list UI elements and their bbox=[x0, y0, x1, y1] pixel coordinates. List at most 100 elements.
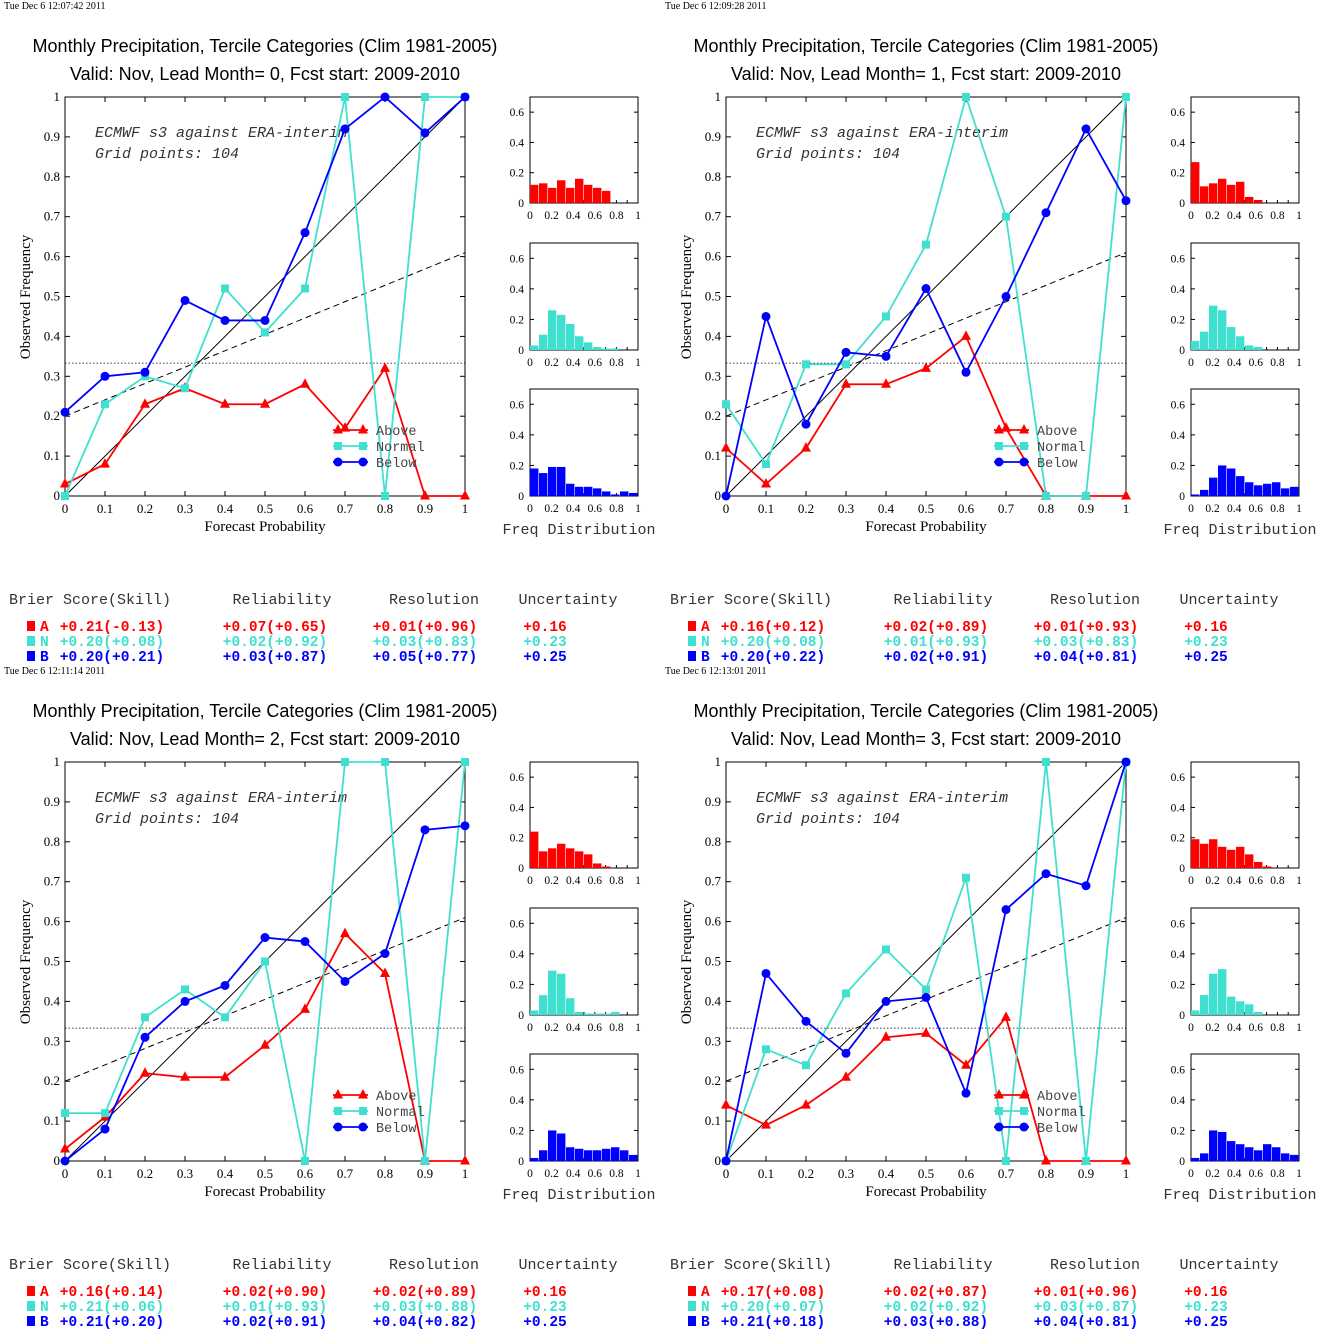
hist-y-tick-label: 0 bbox=[518, 491, 524, 503]
hist-x-tick-label: 0.2 bbox=[1205, 503, 1220, 515]
x-tick-label: 0.1 bbox=[758, 501, 774, 516]
x-tick-label: 0.6 bbox=[958, 501, 975, 516]
hist-y-tick-label: 0 bbox=[1179, 198, 1185, 210]
hist-bar-above bbox=[1227, 849, 1236, 868]
hist-y-tick-label: 0 bbox=[518, 1010, 524, 1022]
hist-bar-below bbox=[1236, 1144, 1245, 1161]
score-value: +0.02(+0.91) bbox=[223, 1315, 327, 1330]
data-point-above bbox=[721, 1099, 731, 1109]
y-tick-label: 0 bbox=[715, 488, 722, 503]
data-point-below bbox=[721, 491, 731, 501]
score-value: +0.25 bbox=[1184, 1315, 1228, 1330]
hist-y-tick-label: 0.6 bbox=[510, 1064, 525, 1076]
data-point-above bbox=[721, 442, 731, 452]
data-point-normal bbox=[882, 312, 890, 321]
hist-x-tick-label: 0.4 bbox=[1227, 357, 1242, 369]
x-axis-label: Forecast Probability bbox=[865, 519, 987, 535]
score-value: +0.25 bbox=[1184, 650, 1228, 666]
hist-bar-below bbox=[1245, 1147, 1254, 1161]
hist-bar-normal bbox=[566, 998, 575, 1015]
legend-marker-below bbox=[994, 1122, 1004, 1132]
data-point-below bbox=[180, 295, 190, 305]
hist-y-tick-label: 0.2 bbox=[510, 833, 525, 845]
x-tick-label: 0.3 bbox=[838, 501, 854, 516]
legend-marker-below bbox=[358, 1122, 368, 1132]
hist-x-tick-label: 0.8 bbox=[609, 875, 624, 887]
data-point-above bbox=[761, 478, 771, 488]
data-point-below bbox=[1081, 124, 1091, 134]
y-tick-label: 0.8 bbox=[705, 169, 721, 184]
legend-marker-normal bbox=[359, 442, 367, 450]
hist-bar-normal bbox=[602, 1013, 611, 1015]
data-point-above bbox=[961, 330, 971, 340]
hist-bar-normal bbox=[602, 348, 611, 350]
data-point-above bbox=[380, 967, 390, 977]
hist-y-tick-label: 0.4 bbox=[1171, 949, 1186, 961]
hist-y-tick-label: 0.4 bbox=[1171, 284, 1186, 296]
data-point-normal bbox=[882, 945, 890, 954]
y-tick-label: 0.9 bbox=[705, 794, 721, 809]
score-header: Reliability bbox=[893, 1257, 992, 1274]
data-point-above bbox=[180, 1071, 190, 1081]
timestamp: Tue Dec 6 12:11:14 2011 bbox=[4, 666, 105, 677]
legend-label-below: Below bbox=[376, 457, 417, 472]
y-tick-label: 0.4 bbox=[705, 993, 722, 1008]
chart-subtitle: Valid: Nov, Lead Month= 3, Fcst start: 2… bbox=[731, 729, 1121, 749]
score-value: +0.04(+0.81) bbox=[1034, 1315, 1138, 1330]
legend-label-above: Above bbox=[376, 425, 417, 440]
hist-bar-above bbox=[584, 184, 593, 203]
hist-bar-normal bbox=[1209, 973, 1218, 1015]
hist-bar-above bbox=[530, 184, 539, 203]
score-header: Uncertainty bbox=[518, 592, 617, 609]
hist-y-tick-label: 0.6 bbox=[1171, 107, 1186, 119]
hist-y-tick-label: 0 bbox=[1179, 863, 1185, 875]
hist-bar-below bbox=[548, 1130, 557, 1161]
y-tick-label: 0.9 bbox=[44, 129, 60, 144]
legend-label-below: Below bbox=[376, 1122, 417, 1137]
data-point-above bbox=[881, 1031, 891, 1041]
timestamp: Tue Dec 6 12:13:01 2011 bbox=[665, 666, 766, 677]
y-tick-label: 0.6 bbox=[44, 249, 61, 264]
annotation-gridpoints: Grid points: 104 bbox=[756, 146, 900, 163]
data-point-above bbox=[801, 442, 811, 452]
data-point-below bbox=[220, 980, 230, 990]
hist-bar-below bbox=[1209, 477, 1218, 496]
hist-bar-below bbox=[1236, 476, 1245, 496]
hist-x-tick-label: 0.4 bbox=[566, 210, 581, 222]
hist-bar-above bbox=[575, 851, 584, 868]
hist-y-tick-label: 0.6 bbox=[1171, 772, 1186, 784]
score-value: +0.25 bbox=[523, 650, 567, 666]
x-tick-label: 0.6 bbox=[297, 501, 314, 516]
data-point-normal bbox=[922, 240, 930, 249]
hist-bar-normal bbox=[530, 345, 539, 350]
hist-x-tick-label: 1 bbox=[635, 503, 641, 515]
x-tick-label: 1 bbox=[1123, 1166, 1130, 1181]
data-point-normal bbox=[301, 284, 309, 293]
chart-panel-3: Tue Dec 6 12:13:01 2011 Monthly Precipita… bbox=[665, 666, 1317, 1330]
data-point-normal bbox=[962, 93, 970, 101]
hist-y-tick-label: 0.6 bbox=[1171, 918, 1186, 930]
hist-y-tick-label: 0 bbox=[518, 198, 524, 210]
y-tick-label: 0.2 bbox=[705, 408, 721, 423]
data-point-normal bbox=[722, 400, 730, 409]
hist-bar-above bbox=[1218, 178, 1227, 203]
y-tick-label: 0 bbox=[54, 1153, 61, 1168]
hist-x-tick-label: 0.8 bbox=[1270, 1168, 1285, 1180]
hist-x-tick-label: 0.8 bbox=[609, 210, 624, 222]
hist-frame-below bbox=[529, 1053, 639, 1162]
hist-y-tick-label: 0.2 bbox=[1171, 460, 1186, 472]
score-value: +0.02(+0.92) bbox=[884, 1300, 988, 1316]
hist-bar-normal bbox=[548, 970, 557, 1015]
data-point-below bbox=[380, 949, 390, 959]
hist-x-tick-label: 0.8 bbox=[1270, 210, 1285, 222]
chart-subtitle: Valid: Nov, Lead Month= 1, Fcst start: 2… bbox=[731, 64, 1121, 84]
data-point-above bbox=[1121, 1155, 1131, 1165]
hist-bar-below bbox=[602, 491, 611, 496]
annotation-gridpoints: Grid points: 104 bbox=[95, 811, 239, 828]
hist-bar-above bbox=[1254, 861, 1263, 868]
hist-frame-normal bbox=[529, 242, 639, 351]
hist-y-tick-label: 0.2 bbox=[1171, 979, 1186, 991]
data-point-normal bbox=[1122, 93, 1130, 101]
score-swatch bbox=[688, 621, 696, 631]
score-value: +0.01(+0.93) bbox=[884, 635, 988, 651]
